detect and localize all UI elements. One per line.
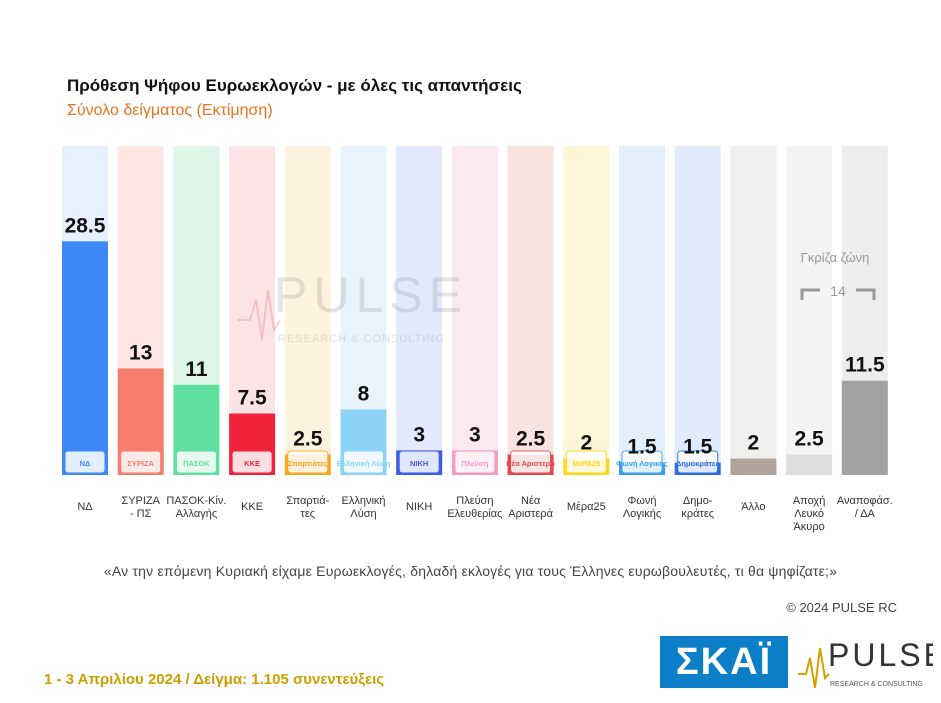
bar-background	[396, 146, 443, 475]
category-label: Δημο-	[683, 495, 713, 507]
grey-zone-value: 14	[830, 283, 846, 299]
pulse-logo-text: PULSE	[828, 637, 933, 673]
value-label: 3	[413, 423, 425, 446]
pulse-logo: PULSE RESEARCH & CONSULTING	[798, 637, 933, 689]
bar-background	[619, 146, 665, 475]
category-label: Αριστερά	[508, 508, 553, 520]
category-label: Άλλο	[741, 501, 765, 513]
category-label: τες	[301, 508, 316, 520]
category-label: ΚΚΕ	[241, 501, 263, 513]
category-label: Λύση	[350, 508, 376, 520]
grey-zone-annotation: Γκρίζα ζώνη 14	[800, 250, 876, 300]
value-label: 11	[185, 358, 208, 381]
skai-logo: ΣΚΑΪ	[660, 636, 788, 688]
category-label: Άκυρο	[793, 521, 824, 533]
bar	[730, 458, 777, 475]
party-logo-icon	[621, 450, 663, 474]
value-label: 28.5	[65, 214, 106, 237]
value-label: 1.5	[683, 436, 713, 459]
party-logo-icon	[398, 450, 440, 474]
value-label: 13	[129, 341, 152, 364]
party-logo-text: Πλεύση	[461, 459, 489, 468]
category-label: - ΠΣ	[130, 508, 152, 520]
party-logo-text: Δημοκράτες	[676, 459, 719, 468]
party-logo-text: ΜέΡΑ25	[572, 459, 600, 468]
party-logo-text: ΣΥΡΙΖΑ	[127, 459, 154, 468]
category-label: Ελευθερίας	[447, 508, 502, 520]
copyright: © 2024 PULSE RC	[786, 600, 897, 615]
party-logo-icon	[120, 450, 162, 474]
bar-background	[786, 146, 833, 475]
category-label: Μέρα25	[567, 501, 606, 513]
party-logo-text: ΚΚΕ	[244, 459, 260, 468]
party-logo-icon	[454, 450, 496, 474]
grey-zone-bracket-right-icon	[856, 288, 876, 300]
category-label: Νέα	[521, 495, 541, 507]
party-logo-text: Ελληνική Λύση	[337, 459, 391, 468]
category-label: ΝΙΚΗ	[406, 501, 432, 513]
party-logo-icon	[565, 450, 607, 474]
watermark-subtext: RESEARCH & CONSULTING	[278, 333, 445, 345]
party-logo-icon	[231, 450, 273, 474]
party-logo-text: Φωνή Λογικής	[616, 459, 668, 468]
grey-zone-bracket-left-icon	[800, 288, 820, 300]
category-label: ΠΑΣΟΚ-Κίν.	[166, 495, 226, 507]
survey-info: 1 - 3 Απριλίου 2024 / Δείγμα: 1.105 συνε…	[44, 671, 385, 688]
category-label: ΣΥΡΙΖΑ	[121, 495, 160, 507]
watermark-pulse-line-icon	[238, 289, 281, 341]
value-label: 11.5	[845, 354, 885, 377]
category-label: κράτες	[681, 508, 714, 520]
party-logo-text: ΝΔ	[80, 459, 91, 468]
value-label: 7.5	[237, 387, 267, 410]
category-label: Λογικής	[623, 508, 661, 520]
category-label: Φωνή	[628, 495, 657, 507]
party-logo-text: ΝΙΚΗ	[410, 459, 428, 468]
chart-subtitle: Σύνολο δείγματος (Εκτίμηση)	[67, 102, 273, 119]
survey-question: «Αν την επόμενη Κυριακή είχαμε Ευρωεκλογ…	[103, 563, 838, 579]
party-logo-text: Σπαρτιάτες	[288, 459, 328, 468]
party-logo-icon	[287, 450, 329, 474]
party-logo-icon	[343, 450, 384, 474]
bar-background	[563, 146, 610, 475]
category-label: Αναποφάσ.	[837, 495, 893, 507]
value-label: 2.5	[516, 428, 546, 451]
category-label: Αποχή	[793, 495, 825, 507]
category-label: Αλλαγής	[176, 508, 217, 520]
bar-background	[451, 146, 498, 475]
category-label: Λευκό	[794, 508, 824, 520]
bar-chart: PULSE RESEARCH & CONSULTING ΝΔ ΣΥΡΙΖΑ ΠΑΣΟ…	[62, 146, 893, 533]
value-label: 2	[580, 432, 592, 455]
value-label: 2	[748, 432, 760, 455]
grey-zone-label: Γκρίζα ζώνη	[801, 250, 870, 265]
pulse-logo-subtext: RESEARCH & CONSULTING	[830, 681, 923, 688]
bar-background	[507, 146, 554, 475]
bar	[62, 241, 108, 475]
bar	[786, 454, 833, 475]
bar	[841, 380, 888, 475]
party-logo-icon	[175, 450, 217, 474]
category-label: Σπαρτιά-	[286, 495, 329, 507]
value-label: 1.5	[627, 436, 657, 459]
category-label: / ΔΑ	[855, 508, 876, 520]
party-logo-icon	[64, 450, 106, 474]
category-label: Ελληνική	[341, 495, 385, 507]
value-label: 3	[469, 423, 481, 446]
value-label: 2.5	[293, 428, 323, 451]
party-logo-icon	[510, 450, 552, 474]
chart-title: Πρόθεση Ψήφου Ευρωεκλογών - με όλες τις …	[67, 76, 522, 95]
party-logo-text: ΠΑΣΟΚ	[183, 459, 210, 468]
category-label: Πλεύση	[456, 495, 493, 507]
value-label: 2.5	[794, 428, 824, 451]
party-logo-icon	[677, 450, 719, 474]
category-label: ΝΔ	[77, 501, 93, 513]
bar-background	[674, 146, 721, 475]
pulse-watermark: PULSE RESEARCH & CONSULTING	[238, 267, 468, 345]
watermark-text: PULSE	[274, 267, 468, 323]
pulse-line-icon	[798, 647, 830, 689]
bar-background	[730, 146, 777, 475]
party-logo-text: Νέα Αριστερά	[506, 459, 555, 468]
value-label: 8	[358, 382, 370, 405]
bar-background	[284, 146, 331, 475]
